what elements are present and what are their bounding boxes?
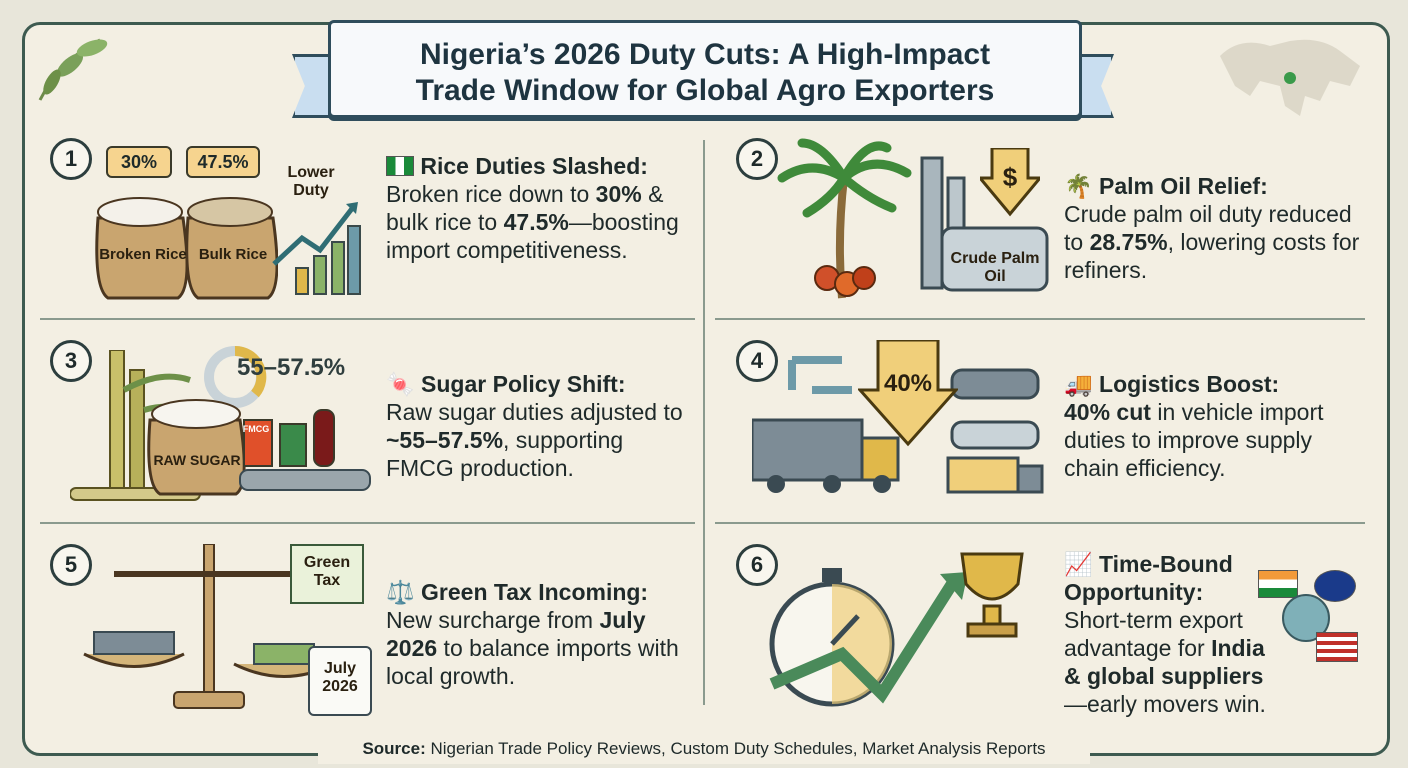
panel-number: 4 [736, 340, 778, 382]
row-divider [715, 318, 1365, 320]
chart-increasing-icon: 📈 [1064, 551, 1093, 577]
panel-heading: Logistics Boost: [1099, 371, 1280, 397]
panel-body: , supporting FMCG production. [386, 427, 624, 481]
usa-flag-icon [1316, 632, 1358, 662]
panel-body: in vehicle import duties to improve supp… [1064, 399, 1324, 481]
source-footer: Source: Nigerian Trade Policy Reviews, C… [318, 734, 1090, 764]
eu-flag-icon [1314, 570, 1356, 602]
rate-label: 55–57.5% [236, 354, 346, 381]
panel-body: Crude palm oil duty reduced to [1064, 201, 1352, 255]
panel-body: to balance imports with local growth. [386, 635, 679, 689]
chart-label: Lower Duty [287, 164, 335, 199]
row-divider [40, 318, 695, 320]
vehicles-icon [752, 356, 1044, 494]
panel-logistics: 4 40% 🚚 Logistics Boost: 40% cut in vehi… [712, 330, 1372, 515]
panel-body: New surcharge from [386, 607, 600, 633]
dollar-icon: $ [1002, 162, 1018, 192]
panel-opportunity: 6 📈 Time-Bound Opportunity: Short-term e… [712, 534, 1372, 724]
content-card [22, 22, 1390, 756]
panel-text: Rice Duties Slashed: Broken rice down to… [386, 152, 696, 264]
india-flag-icon [1258, 570, 1298, 598]
sack-label: RAW SUGAR [153, 452, 241, 468]
sack-label: Broken Rice [99, 246, 187, 263]
panel-green-tax: 5 Green Tax July 2026 ⚖️ Green Tax Incom… [40, 534, 700, 724]
panel-rice: 1 30% 47.5% Broken Rice Bulk Rice Lower … [40, 138, 700, 313]
source-label: Source: [362, 739, 426, 758]
down-arrow-icon [980, 148, 1040, 217]
source-text: Nigerian Trade Policy Reviews, Custom Du… [425, 739, 1046, 758]
calendar-label: July 2026 [322, 660, 358, 695]
panel-text: ⚖️ Green Tax Incoming: New surcharge fro… [386, 578, 696, 690]
nigeria-flag-icon [386, 156, 414, 176]
panel-heading: Green Tax Incoming: [421, 579, 649, 605]
rate-tag: 47.5% [186, 146, 260, 178]
panel-body: , lowering costs for refiners. [1064, 229, 1360, 283]
panel-text: 🌴 Palm Oil Relief: Crude palm oil duty r… [1064, 172, 1364, 284]
panel-sugar: 3 55–57.5% RAW SUGAR FMCG 🍬 Sugar Policy… [40, 330, 700, 515]
down-arrow-icon [858, 340, 958, 447]
panel-body: & bulk rice to [386, 181, 664, 235]
panel-text: 🍬 Sugar Policy Shift: Raw sugar duties a… [386, 370, 696, 482]
panel-number: 1 [50, 138, 92, 180]
title-line-1: Nigeria’s 2026 Duty Cuts: A High-Impact [419, 38, 991, 71]
panel-heading: Sugar Policy Shift: [421, 371, 626, 397]
panel-text: 📈 Time-Bound Opportunity: Short-term exp… [1064, 550, 1284, 718]
highlight-value: ~55–57.5% [386, 427, 504, 453]
panel-text: 🚚 Logistics Boost: 40% cut in vehicle im… [1064, 370, 1364, 482]
panel-palm-oil: 2 Crude Palm Oil $ 🌴 Palm Oil Relief: Cr… [712, 138, 1372, 313]
panel-heading: Time-Bound Opportunity: [1064, 551, 1233, 605]
panel-body: Short-term export advantage for [1064, 607, 1243, 661]
sugarcane-icon [70, 350, 203, 501]
globe-icon [1282, 594, 1330, 642]
highlight-value: July 2026 [386, 607, 646, 661]
highlight-value: 30% [595, 181, 642, 207]
highlight-value: 40% cut [1064, 399, 1151, 425]
balance-scale-icon [83, 544, 335, 709]
column-divider [703, 140, 705, 705]
donut-gauge-icon [204, 345, 267, 408]
highlight-value: India & global suppliers [1064, 635, 1265, 689]
sugar-sack-conveyor-icon [147, 399, 371, 496]
panel-number: 6 [736, 544, 778, 586]
palm-tree-icon [777, 138, 912, 299]
panel-number: 5 [50, 544, 92, 586]
rice-sacks-icon [95, 197, 278, 300]
highlight-value: 28.75% [1089, 229, 1168, 255]
calendar-icon: July 2026 [308, 646, 372, 716]
scales-icon: ⚖️ [386, 579, 415, 605]
pack-label: FMCG [242, 424, 270, 434]
panel-body: Raw sugar duties adjusted to [386, 399, 683, 425]
panel-body: —boosting import competitiveness. [386, 209, 679, 263]
stamp-label: Green Tax [303, 554, 351, 589]
title-banner: Nigeria’s 2026 Duty Cuts: A High-Impact … [292, 14, 1114, 118]
stopwatch-trophy-icon [769, 552, 1024, 707]
panel-body: Broken rice down to [386, 181, 596, 207]
tank-label: Crude Palm Oil [950, 250, 1040, 285]
page-title: Nigeria’s 2026 Duty Cuts: A High-Impact … [331, 37, 1079, 109]
panel-heading: Rice Duties Slashed: [420, 153, 648, 179]
candy-icon: 🍬 [386, 371, 415, 397]
green-tax-stamp: Green Tax [290, 544, 364, 604]
panel-number: 3 [50, 340, 92, 382]
panel-heading: Palm Oil Relief: [1099, 173, 1268, 199]
title-line-2: Trade Window for Global Agro Exporters [415, 74, 995, 107]
highlight-value: 47.5% [503, 209, 569, 235]
truck-icon: 🚚 [1064, 371, 1093, 397]
panel-body: —early movers win. [1064, 691, 1266, 717]
world-map-icon [1220, 39, 1360, 116]
sack-label: Bulk Rice [198, 246, 268, 263]
palm-tree-icon: 🌴 [1064, 173, 1093, 199]
leaf-decoration-icon [38, 38, 108, 101]
rate-tag: 30% [106, 146, 172, 178]
refinery-icon [920, 156, 1049, 292]
panel-number: 2 [736, 138, 778, 180]
rate-label: 40% [883, 370, 933, 397]
banner-body: Nigeria’s 2026 Duty Cuts: A High-Impact … [328, 20, 1082, 118]
row-divider [40, 522, 695, 524]
bar-chart-icon [272, 202, 361, 295]
row-divider [715, 522, 1365, 524]
